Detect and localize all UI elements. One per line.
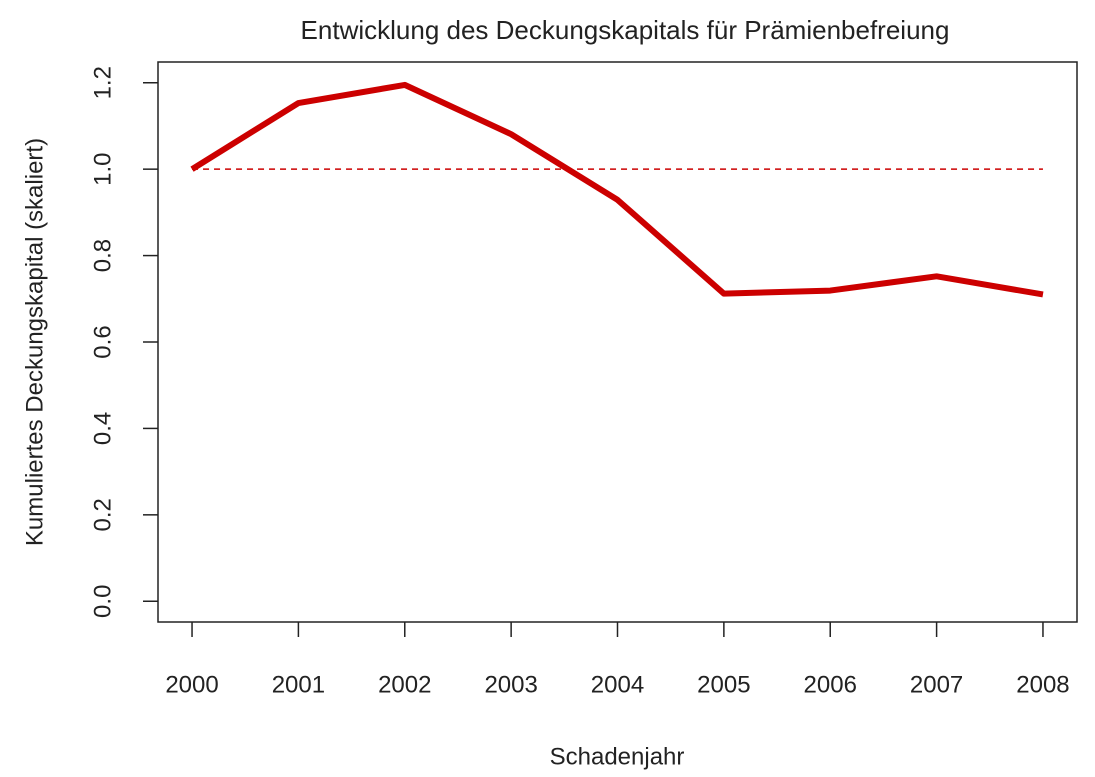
y-tick-label: 1.0 <box>89 152 116 185</box>
x-tick-label: 2008 <box>1016 671 1069 698</box>
x-tick-label: 2002 <box>378 671 431 698</box>
y-tick-label: 1.2 <box>89 66 116 99</box>
data-line <box>190 81 1044 298</box>
x-tick-label: 2001 <box>272 671 325 698</box>
plot-box <box>157 61 1078 623</box>
x-axis-label: Schadenjahr <box>550 743 685 770</box>
y-tick-label: 0.0 <box>89 585 116 618</box>
x-tick-label: 2005 <box>697 671 750 698</box>
chart-title: Entwicklung des Deckungskapitals für Prä… <box>301 15 950 45</box>
y-tick-label: 0.6 <box>89 325 116 358</box>
y-tick-label: 0.4 <box>89 412 116 445</box>
x-tick-label: 2006 <box>804 671 857 698</box>
x-tick-label: 2003 <box>484 671 537 698</box>
x-tick-label: 2004 <box>591 671 644 698</box>
y-axis-label: Kumuliertes Deckungskapital (skaliert) <box>21 138 48 546</box>
x-tick-label: 2007 <box>910 671 963 698</box>
x-tick-label: 2000 <box>165 671 218 698</box>
y-tick-label: 0.2 <box>89 498 116 531</box>
y-tick-label: 0.8 <box>89 239 116 272</box>
